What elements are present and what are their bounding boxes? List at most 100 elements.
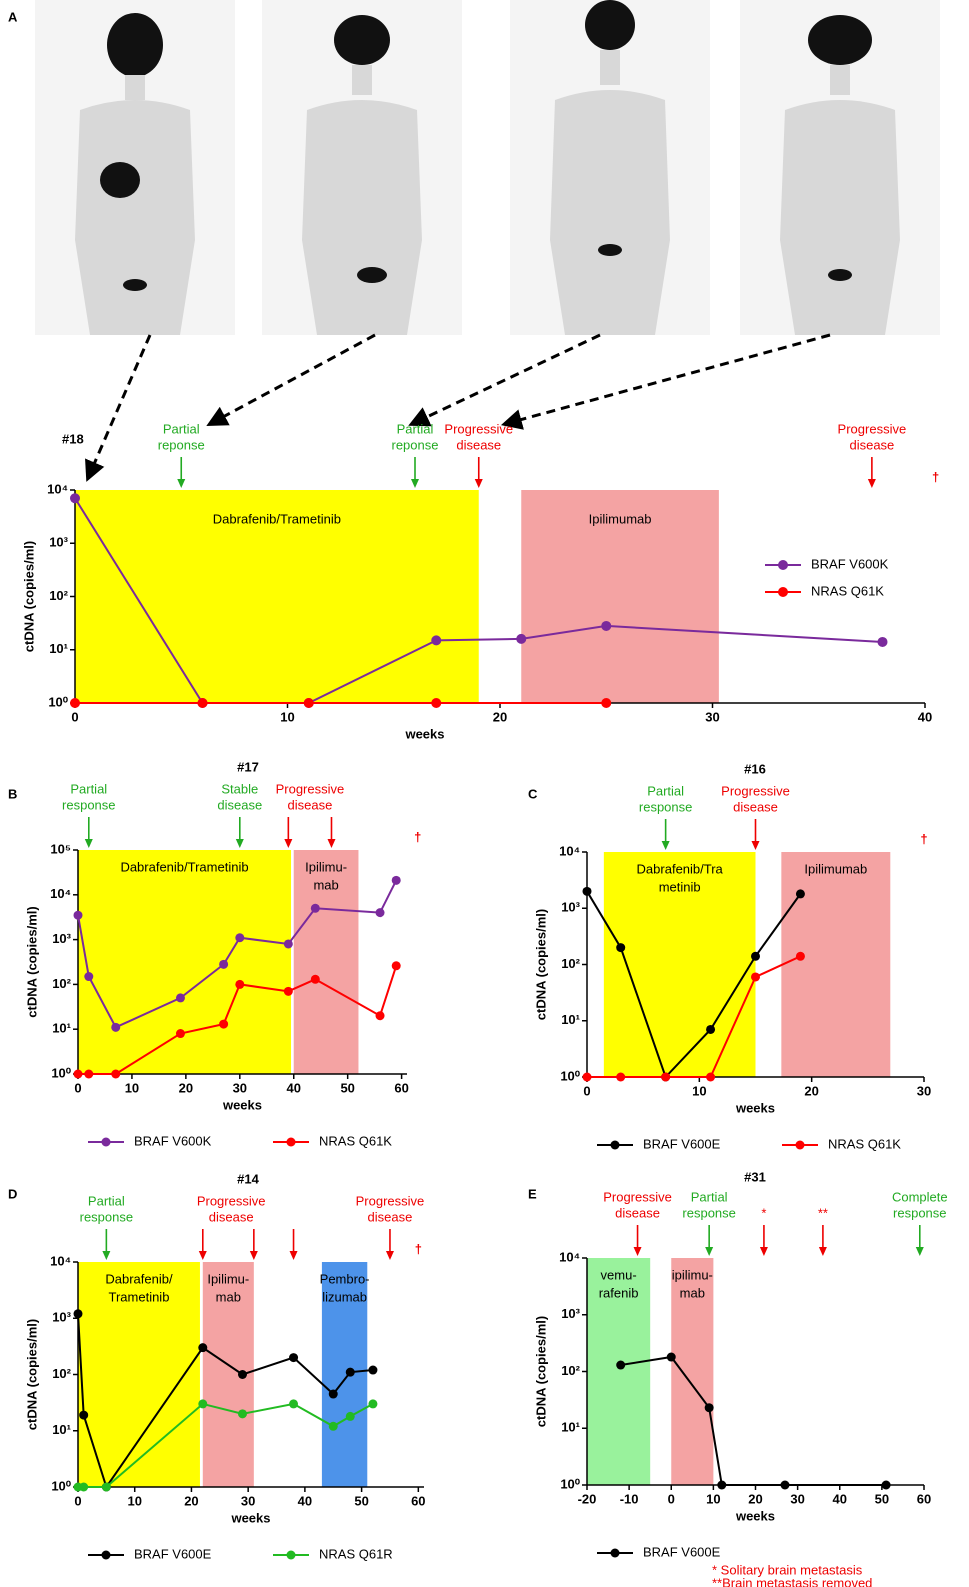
annotation-text: Stable	[221, 781, 258, 796]
annotation-text: Progressive	[603, 1189, 672, 1204]
legend-marker	[796, 1141, 805, 1150]
data-point	[84, 1070, 93, 1079]
y-tick-label: 10³	[52, 1310, 71, 1325]
annotation-text: disease	[456, 437, 501, 452]
x-axis-label: weeks	[222, 1097, 262, 1112]
pet-image	[262, 0, 462, 335]
data-point	[706, 1025, 715, 1034]
band-label: Dabrafenib/	[105, 1271, 173, 1286]
death-marker: †	[932, 469, 939, 484]
data-point	[780, 1481, 789, 1490]
data-point	[751, 972, 760, 981]
annotation-text: response	[639, 799, 692, 814]
x-tick-label: 10	[127, 1493, 141, 1508]
x-tick-label: -10	[620, 1491, 639, 1506]
data-point	[79, 1411, 88, 1420]
data-point	[882, 1481, 891, 1490]
legend-marker	[287, 1138, 296, 1147]
x-tick-label: 50	[354, 1493, 368, 1508]
data-point	[74, 1309, 83, 1318]
data-point	[176, 993, 185, 1002]
legend-label: BRAF V600E	[134, 1546, 212, 1561]
data-point	[304, 698, 314, 708]
data-point	[198, 698, 208, 708]
y-tick-label: 10⁴	[50, 1253, 71, 1268]
data-point	[516, 634, 526, 644]
data-point	[219, 1020, 228, 1029]
y-tick-label: 10⁴	[559, 1249, 580, 1264]
data-point	[329, 1390, 338, 1399]
annotation-arrowhead	[290, 1251, 298, 1260]
data-point	[431, 698, 441, 708]
data-point	[311, 975, 320, 984]
y-axis-label: ctDNA (copies/ml)	[533, 909, 548, 1020]
y-tick-label: 10¹	[52, 1422, 71, 1437]
x-tick-label: 0	[668, 1491, 675, 1506]
legend-label: BRAF V600K	[134, 1133, 212, 1148]
band-label: vemu-	[601, 1267, 637, 1282]
y-tick-label: 10⁰	[560, 1476, 580, 1491]
annotation-text: *	[761, 1205, 766, 1220]
annotation-text: Progressive	[721, 783, 790, 798]
annotation-text: **	[818, 1205, 828, 1220]
y-axis-label: ctDNA (copies/ml)	[24, 906, 39, 1017]
pet-images	[35, 0, 940, 335]
footnote: **Brain metastasis removed	[712, 1575, 872, 1587]
data-point	[751, 952, 760, 961]
data-point	[661, 1073, 670, 1082]
x-tick-label: 60	[394, 1080, 408, 1095]
annotation-text: Progressive	[197, 1193, 266, 1208]
annotation-arrowhead	[634, 1247, 642, 1256]
data-point	[111, 1070, 120, 1079]
y-axis-label: ctDNA (copies/ml)	[24, 1319, 39, 1430]
annotation-text: disease	[368, 1209, 413, 1224]
y-tick-label: 10⁴	[559, 843, 580, 858]
band-label: Ipilimumab	[589, 511, 652, 526]
legend-label: NRAS Q61K	[828, 1136, 901, 1151]
panel-label: A	[8, 9, 18, 24]
data-point	[235, 933, 244, 942]
x-tick-label: 30	[241, 1493, 255, 1508]
annotation-text: Partial	[163, 421, 200, 436]
legend-label: BRAF V600K	[811, 556, 889, 571]
x-tick-label: 60	[411, 1493, 425, 1508]
annotation-text: response	[893, 1205, 946, 1220]
data-point	[84, 972, 93, 981]
data-point	[289, 1399, 298, 1408]
legend-marker	[102, 1551, 111, 1560]
data-point	[70, 493, 80, 503]
figure: A #18 Dabrafenib/Trametinib Ipilimumab 10⁰ 10…	[0, 0, 969, 1587]
chart-title: #18	[62, 431, 84, 446]
x-tick-label: 0	[71, 709, 78, 724]
data-point	[616, 1361, 625, 1370]
x-tick-label: 20	[748, 1491, 762, 1506]
annotation-text: disease	[733, 799, 778, 814]
x-tick-label: 0	[74, 1493, 81, 1508]
data-point	[198, 1399, 207, 1408]
y-tick-label: 10¹	[561, 1012, 580, 1027]
data-point	[368, 1399, 377, 1408]
x-tick-label: 30	[917, 1083, 931, 1098]
pet-image	[740, 0, 940, 335]
legend-label: BRAF V600E	[643, 1544, 721, 1559]
annotation-text: Progressive	[276, 781, 345, 796]
annotation-arrowhead	[327, 839, 335, 848]
x-tick-label: 40	[287, 1080, 301, 1095]
y-tick-label: 10²	[52, 976, 71, 991]
y-tick-label: 10²	[561, 1363, 580, 1378]
data-point	[583, 1073, 592, 1082]
annotation-arrowhead	[102, 1251, 110, 1260]
x-tick-label: 60	[917, 1491, 931, 1506]
chart: C#16Dabrafenib/TrametinibIpilimumab10⁰10…	[528, 761, 931, 1151]
data-point	[878, 637, 888, 647]
pointer-arrows	[88, 335, 830, 478]
annotation-text: Complete	[892, 1189, 948, 1204]
legend-label: BRAF V600E	[643, 1136, 721, 1151]
y-tick-label: 10⁵	[50, 841, 71, 856]
pointer-arrow	[505, 335, 830, 424]
data-point	[601, 621, 611, 631]
data-point	[238, 1409, 247, 1418]
data-point	[601, 698, 611, 708]
x-tick-label: 20	[184, 1493, 198, 1508]
band-label: Trametinib	[109, 1289, 170, 1304]
